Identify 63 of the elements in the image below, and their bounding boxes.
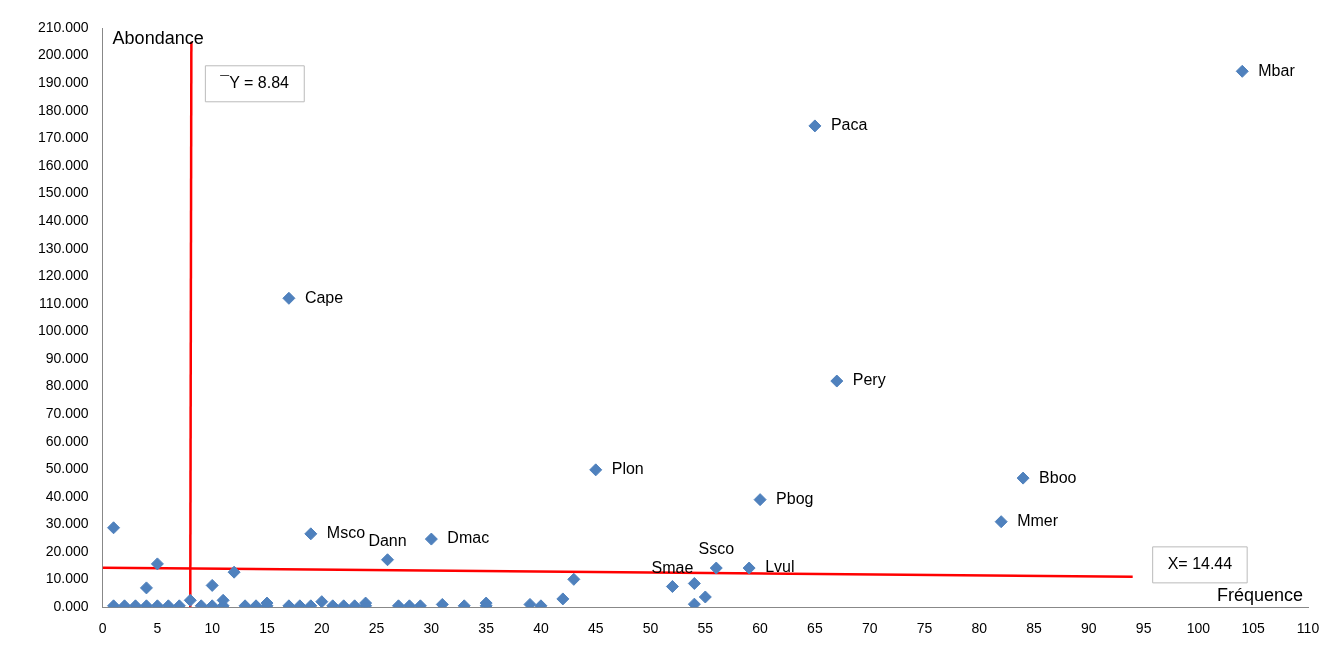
annotation: Smae bbox=[651, 558, 694, 576]
y-tick-label: 170.000 bbox=[38, 129, 89, 146]
y-tick-label: 40.000 bbox=[45, 487, 89, 504]
text: X= 14.44 bbox=[1167, 555, 1233, 573]
x-tick-label: 45 bbox=[587, 620, 604, 637]
x-tick-label: 15 bbox=[259, 620, 275, 637]
x-tick-label: 65 bbox=[807, 620, 823, 637]
x-tick-label: 110 bbox=[1296, 620, 1320, 637]
annotation: Msco bbox=[326, 524, 366, 542]
y-tick-label: 60.000 bbox=[45, 432, 89, 449]
y-tick-label: 30.000 bbox=[45, 515, 89, 532]
x-tick-label: 40 bbox=[533, 620, 549, 637]
annotation: Pbog bbox=[776, 490, 814, 508]
x-axis-title: Fréquence bbox=[1216, 585, 1303, 606]
y-tick-label: 70.000 bbox=[45, 404, 89, 421]
y-tick-label: 130.000 bbox=[38, 239, 89, 256]
x-tick-label: 105 bbox=[1241, 620, 1266, 637]
y-tick-label: 120.000 bbox=[38, 267, 89, 284]
x-tick-label: 95 bbox=[1135, 620, 1152, 637]
x-tick-label: 50 bbox=[642, 620, 659, 637]
y-tick-label: 200.000 bbox=[38, 46, 89, 63]
x-tick-label: 30 bbox=[423, 620, 440, 637]
y-tick-label: 100.000 bbox=[38, 322, 89, 339]
y-tick-label: 160.000 bbox=[38, 156, 89, 173]
x-tick-label: 85 bbox=[1026, 620, 1043, 637]
series-label: ¯Y = 8.84 bbox=[219, 74, 290, 92]
annotation: Lvul bbox=[765, 558, 795, 576]
x-tick-label: 25 bbox=[368, 620, 385, 637]
y-tick-label: 150.000 bbox=[38, 184, 89, 201]
y-tick-label: 10.000 bbox=[45, 570, 89, 587]
annotation: Plon bbox=[611, 460, 644, 478]
y-tick-label: 80.000 bbox=[45, 377, 89, 394]
annotation: Dann bbox=[368, 532, 407, 550]
x-tick-label: 100 bbox=[1186, 620, 1211, 637]
y-tick-label: 50.000 bbox=[45, 460, 89, 477]
annotation: Pery bbox=[852, 371, 886, 389]
annotation: Dmac bbox=[447, 529, 490, 547]
annotation: Cape bbox=[304, 288, 344, 306]
annotation: Mbar bbox=[1258, 61, 1296, 79]
annotation: Bboo bbox=[1039, 468, 1077, 486]
x-tick-label: 10 bbox=[204, 620, 221, 637]
x-tick-label: 20 bbox=[313, 620, 330, 637]
annotation: Paca bbox=[830, 116, 868, 134]
x-tick-label: 90 bbox=[1081, 620, 1097, 637]
x-tick-label: 35 bbox=[478, 620, 495, 637]
y-tick-label: 140.000 bbox=[38, 211, 89, 228]
x-tick-label: 5 bbox=[153, 620, 162, 637]
y-axis-title: Abondance bbox=[112, 28, 204, 48]
x-tick-label: 75 bbox=[916, 620, 933, 637]
y-tick-label: 110.000 bbox=[39, 294, 89, 311]
annotation: Mmer bbox=[1017, 512, 1059, 530]
x-tick-label: 55 bbox=[697, 620, 714, 637]
x-tick-label: 0 bbox=[98, 620, 107, 637]
y-tick-label: 20.000 bbox=[45, 542, 89, 559]
y-tick-label: 190.000 bbox=[38, 74, 89, 91]
x-tick-label: 70 bbox=[861, 620, 878, 637]
y-tick-label: 210.000 bbox=[38, 18, 89, 35]
x-tick-label: 80 bbox=[971, 620, 988, 637]
y-tick-label: 0.000 bbox=[53, 598, 89, 615]
annotation: Ssco bbox=[698, 540, 735, 558]
y-tick-label: 180.000 bbox=[38, 101, 89, 118]
x-tick-label: 60 bbox=[752, 620, 769, 637]
y-tick-label: 90.000 bbox=[45, 349, 89, 366]
